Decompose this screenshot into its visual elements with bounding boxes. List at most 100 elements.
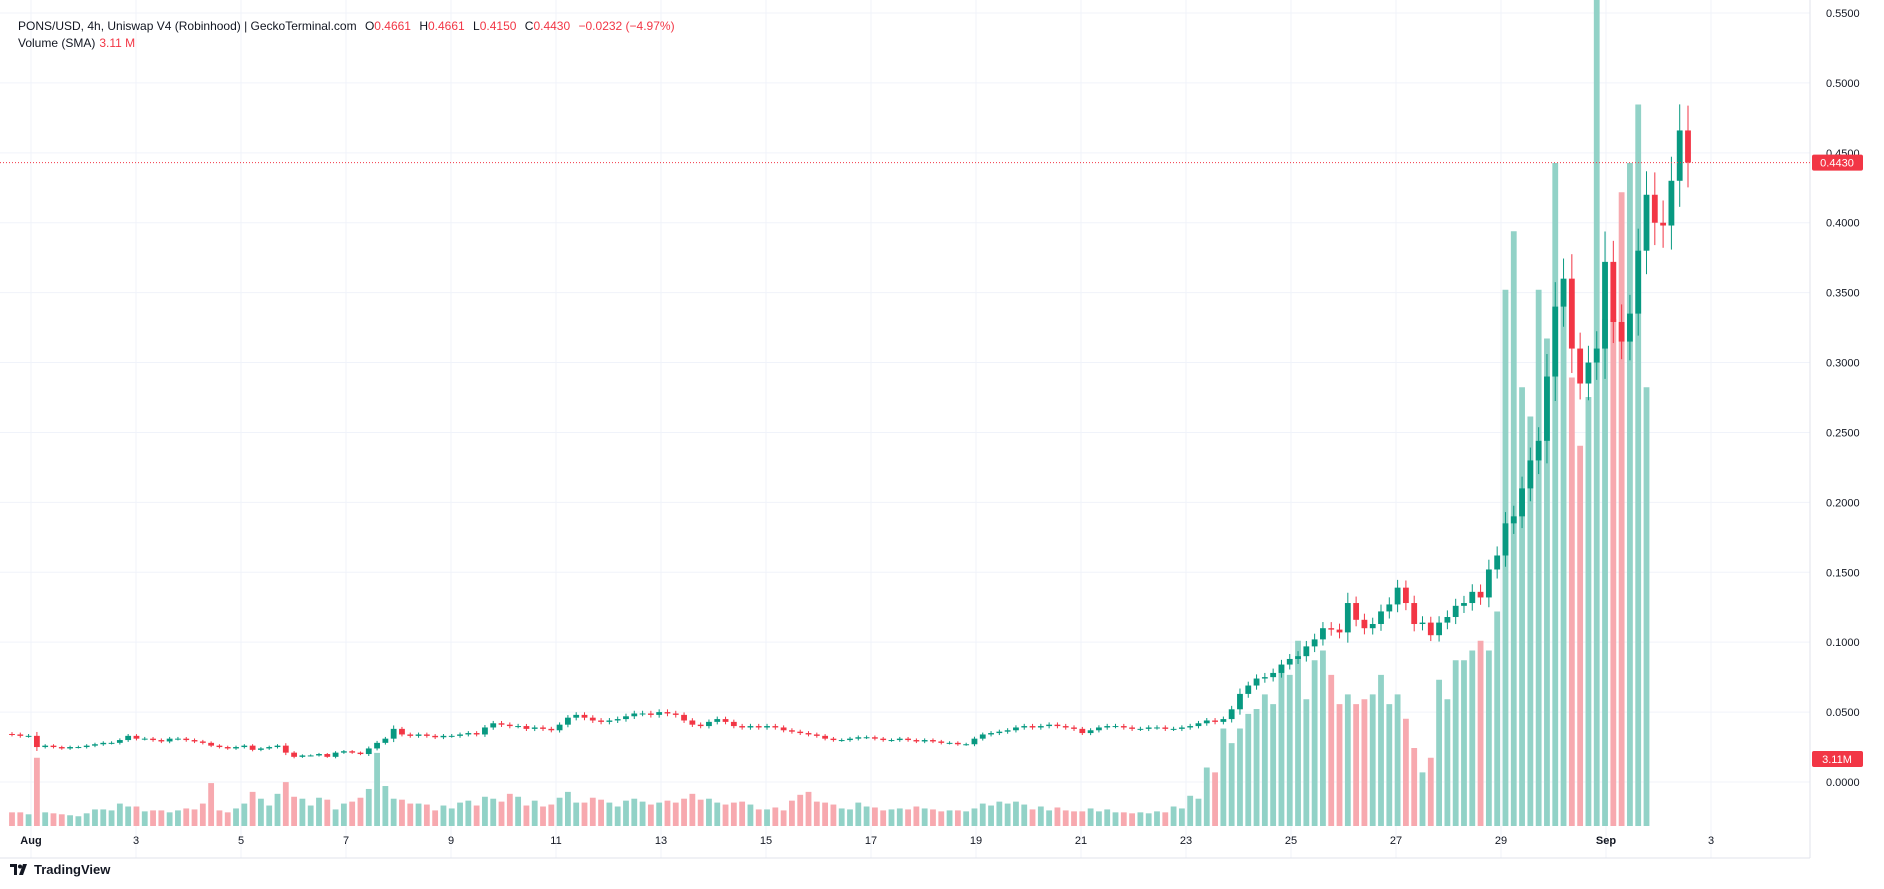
candle-body xyxy=(515,726,522,728)
volume-bar xyxy=(1112,812,1119,826)
ohlc-legend: PONS/USD, 4h, Uniswap V4 (Robinhood) | G… xyxy=(18,18,675,35)
open-value: 0.4661 xyxy=(374,19,411,33)
volume-bar xyxy=(606,802,613,826)
volume-bar xyxy=(291,796,298,826)
candle-body xyxy=(1610,261,1617,322)
candle-body xyxy=(988,733,994,735)
volume-bar xyxy=(515,796,522,826)
volume-bar xyxy=(1162,812,1169,826)
volume-bar xyxy=(1519,387,1525,826)
volume-bar xyxy=(1568,377,1575,826)
candle-body xyxy=(1021,726,1028,728)
volume-bar xyxy=(216,810,223,826)
tradingview-logo[interactable]: TradingView xyxy=(10,862,110,877)
candle-body xyxy=(9,733,15,735)
candle-body xyxy=(938,741,945,743)
volume-bar xyxy=(224,812,231,826)
candle-body xyxy=(548,728,555,731)
candle-body xyxy=(1651,194,1658,223)
volume-bar xyxy=(1477,640,1484,826)
candle-body xyxy=(1369,624,1376,629)
volume-bar xyxy=(448,808,455,826)
close-label: C xyxy=(524,19,534,33)
volume-bar xyxy=(42,812,49,826)
candle-body xyxy=(125,735,132,741)
candle-body xyxy=(780,727,787,731)
candle-body xyxy=(282,745,289,753)
volume-bar xyxy=(556,797,563,826)
brand-name: TradingView xyxy=(34,862,111,877)
candle-body xyxy=(1195,723,1202,727)
volume-bar xyxy=(913,806,920,826)
candle-body xyxy=(42,745,49,748)
candle-body xyxy=(647,713,654,715)
time-tick-label: 13 xyxy=(655,835,667,847)
volume-bar xyxy=(1353,704,1360,826)
candle-body xyxy=(764,726,770,728)
volume-bar xyxy=(1137,812,1144,826)
time-tick-label: 11 xyxy=(550,835,561,847)
volume-bar xyxy=(1378,674,1384,826)
candle-body xyxy=(614,719,621,721)
candle-body xyxy=(249,745,256,750)
candle-body xyxy=(150,738,156,741)
time-tick-label: 29 xyxy=(1495,835,1507,847)
time-tick-label: Sep xyxy=(1596,835,1616,847)
candle-body xyxy=(581,714,588,718)
time-tick-label: 9 xyxy=(448,835,454,847)
volume-bar xyxy=(1411,748,1418,826)
candle-body xyxy=(316,754,322,756)
candle-body xyxy=(1602,261,1608,349)
volume-bar xyxy=(133,806,140,826)
time-tick-label: Aug xyxy=(20,835,41,847)
volume-bar xyxy=(855,802,862,826)
volume-bar xyxy=(1444,699,1451,826)
volume-bar xyxy=(954,810,961,826)
low-value: 0.4150 xyxy=(479,19,517,33)
candle-body xyxy=(1162,727,1169,729)
candle-body xyxy=(1577,348,1584,384)
candle-body xyxy=(805,733,812,735)
candle-body xyxy=(946,742,953,744)
axis-tags: 0.4430 3.11M xyxy=(1812,154,1863,767)
volume-bar xyxy=(374,752,380,826)
candle-body xyxy=(772,726,779,728)
volume-bar xyxy=(498,801,505,826)
volume-bar xyxy=(1535,289,1542,826)
candle-body xyxy=(1427,622,1434,636)
candle-body xyxy=(689,720,696,725)
candle-body xyxy=(1154,727,1160,729)
volume-bar xyxy=(365,788,372,826)
volume-bar xyxy=(1295,640,1301,826)
volume-bar xyxy=(1278,665,1285,826)
candle-body xyxy=(589,717,596,721)
candle-body xyxy=(1286,658,1293,665)
candle-body xyxy=(755,726,762,728)
candle-body xyxy=(33,735,40,748)
candle-body xyxy=(432,735,439,738)
volume-bar xyxy=(764,809,770,826)
last-price-tag-text: 0.4430 xyxy=(1820,158,1854,170)
volume-bar xyxy=(639,801,646,826)
volume-bar xyxy=(755,809,762,826)
candle-body xyxy=(199,741,206,743)
volume-bar xyxy=(664,800,671,826)
candle-body xyxy=(1220,719,1227,722)
volume-bar xyxy=(25,814,32,826)
volume-bar xyxy=(1253,709,1260,826)
candle-body xyxy=(1535,440,1542,461)
candle-body xyxy=(1685,130,1691,163)
candle-body xyxy=(1552,306,1559,377)
volume-bar xyxy=(340,803,347,826)
candle-body xyxy=(697,724,704,727)
candle-body xyxy=(1485,569,1492,598)
candle-body xyxy=(241,745,248,748)
candle-body xyxy=(1253,678,1260,686)
candle-body xyxy=(681,714,687,721)
candle-body xyxy=(1137,728,1144,730)
volume-bar xyxy=(158,810,165,826)
volume-bar xyxy=(896,808,903,826)
candle-body xyxy=(1618,321,1625,342)
price-tick-label: 0.5500 xyxy=(1826,8,1860,20)
